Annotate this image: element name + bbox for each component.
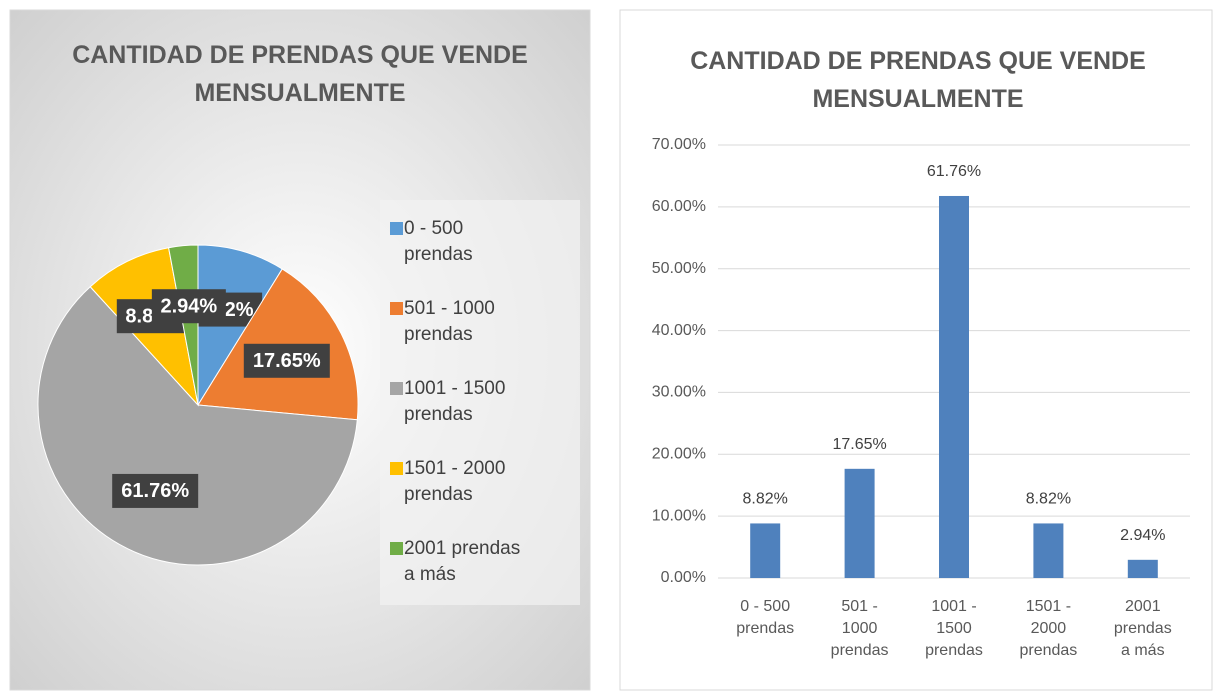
y-tick-label: 20.00%	[652, 446, 706, 463]
bar-panel	[619, 9, 1213, 691]
y-tick-label: 30.00%	[652, 384, 706, 401]
pie-title: CANTIDAD DE PRENDAS QUE VENDE MENSUALMEN…	[72, 41, 528, 107]
legend-box	[380, 200, 580, 605]
legend-swatch	[390, 462, 403, 475]
data-label-box	[151, 289, 226, 324]
bar	[1127, 559, 1158, 578]
x-tick-label: 0 - 500 prendas	[736, 598, 795, 637]
y-tick-label: 40.00%	[652, 322, 706, 339]
data-label-box	[243, 343, 330, 378]
data-label: 8.82%	[1026, 491, 1071, 508]
data-label: 8.82%	[743, 491, 788, 508]
legend-label: 2001 prendas a más	[404, 538, 521, 585]
legend-swatch	[390, 302, 403, 315]
x-tick-label: 501 - 1000 prendas	[830, 598, 889, 659]
bar	[844, 468, 875, 578]
data-label: 61.76%	[927, 163, 981, 180]
y-tick-label: 60.00%	[652, 198, 706, 215]
bar	[1033, 523, 1064, 578]
legend-label: 1501 - 2000 prendas	[404, 458, 506, 505]
data-label: 17.65%	[253, 350, 321, 372]
bar	[750, 523, 781, 578]
x-tick-label: 2001 prendas a más	[1113, 598, 1172, 659]
legend-label: 1001 - 1500 prendas	[404, 378, 506, 425]
data-label: 61.76%	[121, 480, 189, 502]
legend-swatch	[390, 222, 403, 235]
data-label: 2.94%	[1120, 527, 1165, 544]
legend-swatch	[390, 382, 403, 395]
data-label: 17.65%	[832, 436, 886, 453]
data-label-box	[112, 473, 199, 508]
bar-title: CANTIDAD DE PRENDAS QUE VENDE MENSUALMEN…	[690, 47, 1146, 113]
legend-swatch	[390, 542, 403, 555]
pie-slice	[168, 244, 199, 406]
y-tick-label: 10.00%	[652, 507, 706, 524]
legend-label: 0 - 500 prendas	[404, 218, 473, 265]
y-tick-label: 0.00%	[661, 569, 706, 586]
y-tick-label: 70.00%	[652, 136, 706, 153]
x-tick-label: 1501 - 2000 prendas	[1019, 598, 1078, 659]
data-label: 2.94%	[160, 296, 217, 318]
legend-label: 501 - 1000 prendas	[404, 298, 495, 345]
x-tick-label: 1001 - 1500 prendas	[925, 598, 983, 659]
bar	[939, 195, 969, 579]
y-tick-label: 50.00%	[652, 260, 706, 277]
